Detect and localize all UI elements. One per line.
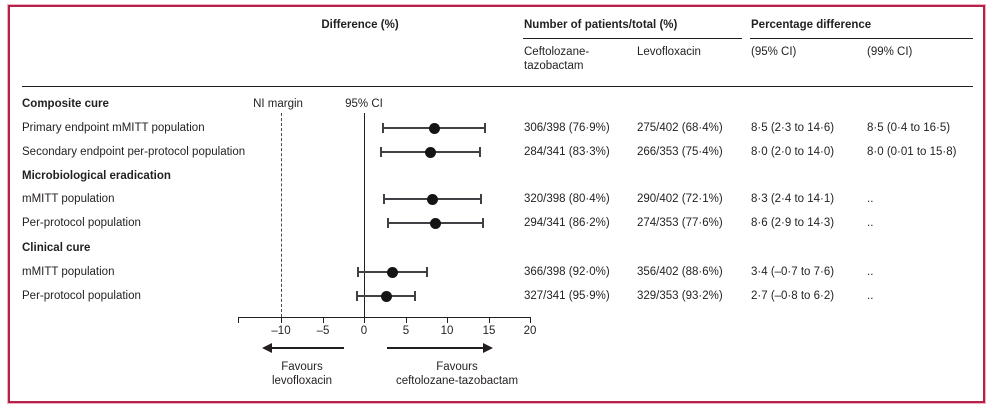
axis-tick-label: –5 — [316, 325, 330, 337]
axis-tick-label: 15 — [482, 325, 496, 337]
ci-cap-high — [414, 291, 417, 301]
axis-tick-label: 10 — [440, 325, 454, 337]
cell-95ci: 2·7 (–0·8 to 6·2) — [751, 290, 835, 302]
favours-right-arrow-line — [387, 347, 484, 349]
row-label: Primary endpoint mMITT population — [22, 122, 205, 134]
row-label: mMITT population — [22, 266, 115, 278]
cell-99ci: 8·5 (0·4 to 16·5) — [867, 122, 951, 134]
favours-levofloxacin-label: Favours levofloxacin — [242, 360, 362, 388]
cell-99ci: 8·0 (0·01 to 15·8) — [867, 146, 957, 158]
figure-border-frame — [7, 4, 986, 404]
cell-levofloxacin: 356/402 (88·6%) — [637, 266, 723, 278]
ni-margin-label: NI margin — [253, 98, 303, 110]
row-label: mMITT population — [22, 193, 115, 205]
favours-right-line1: Favours — [436, 361, 478, 373]
favours-ceftolozane-label: Favours ceftolozane-tazobactam — [367, 360, 547, 388]
point-estimate-marker — [424, 146, 436, 158]
cell-ceftolozane: 284/341 (83·3%) — [524, 146, 610, 158]
group-row-label: Composite cure — [22, 98, 109, 110]
cell-95ci: 8·3 (2·4 to 14·1) — [751, 193, 835, 205]
cell-levofloxacin: 329/353 (93·2%) — [637, 290, 723, 302]
group-row-label: Clinical cure — [22, 242, 91, 254]
col-header-95ci: (95% CI) — [751, 46, 797, 58]
axis-tick — [364, 318, 365, 323]
axis-tick — [530, 318, 531, 323]
cell-99ci: .. — [867, 266, 874, 278]
ci-cap-high — [480, 194, 483, 204]
point-estimate-marker — [429, 122, 441, 134]
cell-99ci: .. — [867, 193, 874, 205]
axis-tick — [281, 318, 282, 323]
cell-levofloxacin: 266/353 (75·4%) — [637, 146, 723, 158]
axis-tick — [489, 318, 490, 323]
ci-cap-low — [382, 194, 385, 204]
col-header-levofloxacin: Levofloxacin — [637, 46, 701, 58]
cell-ceftolozane: 294/341 (86·2%) — [524, 217, 610, 229]
favours-left-line2: levofloxacin — [271, 375, 333, 387]
row-label: Secondary endpoint per-protocol populati… — [22, 146, 246, 158]
ci-cap-low — [387, 218, 390, 228]
favours-left-arrow-line — [270, 347, 344, 349]
patients-header-underline — [523, 38, 742, 39]
col-header-99ci: (99% CI) — [867, 46, 913, 58]
ci-cap-high — [481, 218, 484, 228]
header-separator-rule — [22, 86, 973, 87]
cell-levofloxacin: 274/353 (77·6%) — [637, 217, 723, 229]
percentage-difference-header: Percentage difference — [751, 19, 872, 31]
cell-99ci: .. — [867, 217, 874, 229]
ci-cap-low — [382, 123, 385, 133]
cell-95ci: 8·0 (2·0 to 14·0) — [751, 146, 835, 158]
favours-left-line1: Favours — [281, 361, 323, 373]
axis-tick-label: –10 — [271, 325, 291, 337]
point-estimate-marker — [386, 266, 398, 278]
cell-95ci: 8·6 (2·9 to 14·3) — [751, 217, 835, 229]
ci-label: 95% CI — [345, 98, 383, 110]
ni-margin-dashed-line — [281, 113, 282, 317]
ci-cap-low — [379, 147, 382, 157]
axis-end-tick — [238, 318, 239, 323]
point-estimate-marker — [380, 290, 392, 302]
group-row-label: Microbiological eradication — [22, 170, 171, 182]
cell-95ci: 8·5 (2·3 to 14·6) — [751, 122, 835, 134]
ci-cap-low — [356, 291, 359, 301]
axis-tick-label: 20 — [523, 325, 537, 337]
cell-levofloxacin: 275/402 (68·4%) — [637, 122, 723, 134]
row-label: Per-protocol population — [22, 217, 141, 229]
col-header-ceftolozane-tazobactam: Ceftolozane-tazobactam — [524, 46, 590, 72]
ci-cap-low — [357, 267, 360, 277]
cell-99ci: .. — [867, 290, 874, 302]
ci-cap-high — [484, 123, 487, 133]
x-axis-line — [238, 317, 531, 318]
axis-tick — [323, 318, 324, 323]
favours-right-line2: ceftolozane-tazobactam — [395, 375, 519, 387]
cell-levofloxacin: 290/402 (72·1%) — [637, 193, 723, 205]
point-estimate-marker — [429, 217, 441, 229]
axis-tick-label: 0 — [360, 325, 368, 337]
pct-diff-header-underline — [750, 38, 973, 39]
plot-column-header: Difference (%) — [321, 19, 399, 31]
row-label: Per-protocol population — [22, 290, 141, 302]
ci-cap-high — [479, 147, 482, 157]
cell-ceftolozane: 306/398 (76·9%) — [524, 122, 610, 134]
cell-ceftolozane: 320/398 (80·4%) — [524, 193, 610, 205]
cell-95ci: 3·4 (–0·7 to 7·6) — [751, 266, 835, 278]
cell-ceftolozane: 366/398 (92·0%) — [524, 266, 610, 278]
favours-right-arrowhead-icon — [483, 343, 493, 353]
axis-tick-label: 5 — [402, 325, 410, 337]
point-estimate-marker — [427, 193, 439, 205]
axis-tick — [447, 318, 448, 323]
patients-column-header: Number of patients/total (%) — [524, 19, 678, 31]
axis-tick — [406, 318, 407, 323]
ci-cap-high — [426, 267, 429, 277]
zero-reference-line — [364, 113, 365, 317]
cell-ceftolozane: 327/341 (95·9%) — [524, 290, 610, 302]
favours-left-arrowhead-icon — [262, 343, 272, 353]
